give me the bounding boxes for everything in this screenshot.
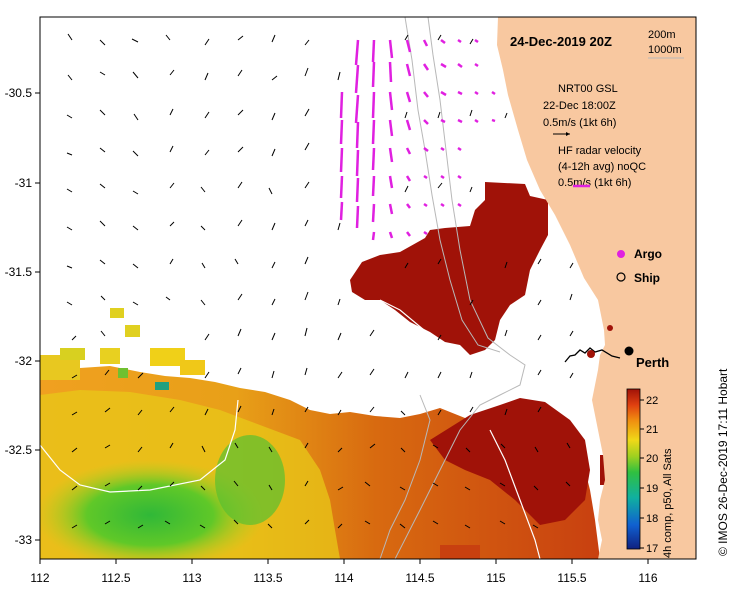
radar-legend-line3: 0.5m/s (1kt 6h): [558, 177, 631, 189]
y-tick-31: -31: [15, 176, 33, 190]
colorbar-tick-22: 22: [646, 395, 658, 407]
colorbar-tick-19: 19: [646, 483, 658, 495]
x-tick-114-5: 114.5: [405, 571, 434, 585]
argo-label: Argo: [634, 247, 662, 261]
perth-marker: [624, 346, 634, 356]
y-tick-30-5: -30.5: [5, 86, 33, 100]
y-tick-32: -32: [15, 354, 33, 368]
x-tick-112: 112: [30, 571, 49, 585]
x-tick-112-5: 112.5: [101, 571, 130, 585]
colorbar-tick-20: 20: [646, 453, 658, 465]
x-tick-113: 113: [182, 571, 201, 585]
coast-dot: [607, 325, 613, 331]
ship-symbol: [616, 272, 626, 282]
colorbar-tick-21: 21: [646, 424, 658, 436]
map-title: 24-Dec-2019 20Z: [510, 34, 612, 49]
sst-bloom-south: [430, 398, 590, 525]
x-tick-116: 116: [638, 571, 657, 585]
contour-200-label: 200m: [648, 29, 676, 41]
perth-label: Perth: [636, 355, 669, 370]
y-axis-ticks: [35, 92, 40, 541]
y-tick-33: -33: [15, 533, 33, 547]
bathymetry-contours: [379, 17, 526, 559]
sst-south-edge: [440, 545, 480, 559]
radar-legend-line2: (4-12h avg) noQC: [558, 161, 646, 173]
perth-blob: [587, 350, 595, 358]
argo-symbol: [617, 250, 625, 258]
perth-coastline: [564, 347, 621, 363]
gsl-arrows: [66, 33, 574, 529]
sst-north-pixels: [40, 308, 205, 390]
white-contour: [40, 299, 541, 559]
land-area: [497, 17, 696, 559]
radar-arrows: [339, 38, 496, 241]
colorbar-label: 4h comp, p50, All Sats: [662, 448, 674, 558]
sst-cool-patch: [40, 460, 265, 559]
x-axis-ticks: [39, 559, 649, 564]
credit-text: © IMOS 26-Dec-2019 17:11 Hobart: [716, 368, 730, 556]
radar-legend-line1: HF radar velocity: [558, 145, 642, 157]
x-tick-113-5: 113.5: [253, 571, 282, 585]
gsl-legend-line1: NRT00 GSL: [558, 83, 618, 95]
gsl-legend-line2: 22-Dec 18:00Z: [543, 100, 616, 112]
y-tick-31-5: -31.5: [5, 265, 33, 279]
x-tick-114: 114: [334, 571, 353, 585]
colorbar-tick-17: 17: [646, 543, 658, 555]
gsl-legend-line3: 0.5m/s (1kt 6h): [543, 117, 616, 129]
sst-cool-patch-2: [215, 435, 285, 525]
x-tick-115: 115: [486, 571, 505, 585]
gsl-legend-arrowhead: [566, 132, 570, 136]
colorbar-ticks: [640, 399, 644, 549]
x-tick-115-5: 115.5: [557, 571, 586, 585]
ship-label: Ship: [634, 271, 660, 285]
sst-colorbar: [626, 388, 641, 550]
colorbar-tick-18: 18: [646, 513, 658, 525]
plot-border: [39, 16, 697, 560]
sst-bloom-north: [350, 182, 548, 355]
y-tick-32-5: -32.5: [5, 443, 33, 457]
contour-1000-label: 1000m: [648, 44, 682, 56]
